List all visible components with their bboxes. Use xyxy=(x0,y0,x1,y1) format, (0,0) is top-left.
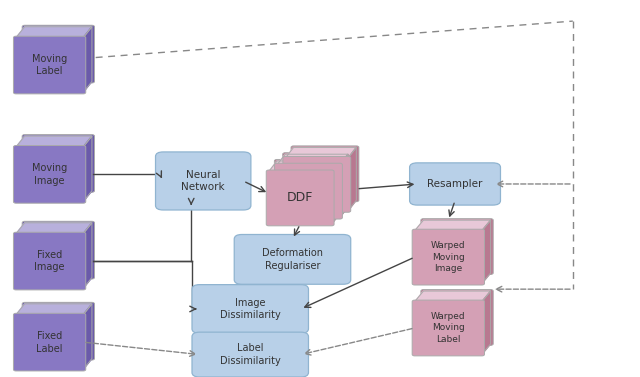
Polygon shape xyxy=(16,27,92,38)
Text: Moving
Label: Moving Label xyxy=(32,54,67,77)
Polygon shape xyxy=(340,154,348,218)
FancyBboxPatch shape xyxy=(156,152,251,210)
FancyBboxPatch shape xyxy=(13,36,86,94)
FancyBboxPatch shape xyxy=(13,232,86,290)
Polygon shape xyxy=(83,304,92,369)
Text: Warped
Moving
Label: Warped Moving Label xyxy=(431,312,466,344)
Polygon shape xyxy=(16,223,92,234)
FancyBboxPatch shape xyxy=(412,300,484,356)
FancyBboxPatch shape xyxy=(275,163,342,219)
FancyBboxPatch shape xyxy=(266,170,334,226)
FancyBboxPatch shape xyxy=(22,302,95,360)
FancyBboxPatch shape xyxy=(410,163,500,205)
FancyBboxPatch shape xyxy=(421,219,493,274)
Polygon shape xyxy=(83,223,92,288)
Text: Label
Dissimilarity: Label Dissimilarity xyxy=(220,343,280,366)
FancyBboxPatch shape xyxy=(22,135,95,192)
Polygon shape xyxy=(482,291,491,354)
FancyBboxPatch shape xyxy=(22,221,95,279)
Polygon shape xyxy=(16,136,92,147)
Polygon shape xyxy=(269,161,340,172)
FancyBboxPatch shape xyxy=(192,285,308,333)
FancyBboxPatch shape xyxy=(275,159,342,215)
Text: Resampler: Resampler xyxy=(428,179,483,189)
Text: Moving
Image: Moving Image xyxy=(32,163,67,186)
FancyBboxPatch shape xyxy=(22,25,95,83)
Polygon shape xyxy=(83,136,92,202)
FancyBboxPatch shape xyxy=(421,290,493,345)
Text: Warped
Moving
Image: Warped Moving Image xyxy=(431,241,466,273)
Polygon shape xyxy=(285,147,356,158)
FancyBboxPatch shape xyxy=(234,234,351,284)
Polygon shape xyxy=(332,161,340,224)
FancyBboxPatch shape xyxy=(291,146,359,202)
Polygon shape xyxy=(482,220,491,284)
Polygon shape xyxy=(415,291,491,302)
Polygon shape xyxy=(348,147,356,211)
FancyBboxPatch shape xyxy=(192,332,308,377)
Text: Fixed
Label: Fixed Label xyxy=(36,331,63,354)
Text: Image
Dissimilarity: Image Dissimilarity xyxy=(220,297,280,320)
Text: Neural
Network: Neural Network xyxy=(181,170,225,192)
Polygon shape xyxy=(415,220,491,231)
Polygon shape xyxy=(277,154,348,165)
Text: DDF: DDF xyxy=(287,192,314,204)
Text: Fixed
Image: Fixed Image xyxy=(35,250,65,273)
Polygon shape xyxy=(16,304,92,315)
FancyBboxPatch shape xyxy=(283,153,351,208)
Polygon shape xyxy=(83,27,92,92)
FancyBboxPatch shape xyxy=(13,313,86,371)
FancyBboxPatch shape xyxy=(13,146,86,203)
FancyBboxPatch shape xyxy=(412,229,484,285)
FancyBboxPatch shape xyxy=(283,156,351,212)
Text: Deformation
Regulariser: Deformation Regulariser xyxy=(262,248,323,271)
